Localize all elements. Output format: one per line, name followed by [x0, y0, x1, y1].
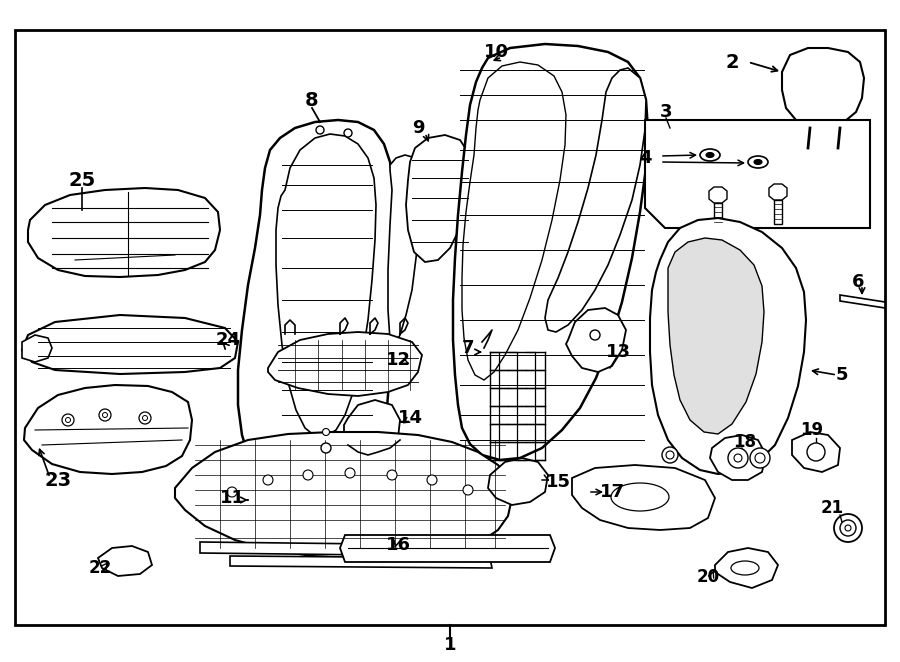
Circle shape	[750, 448, 770, 468]
Circle shape	[427, 475, 437, 485]
Polygon shape	[769, 184, 787, 200]
Text: 20: 20	[697, 568, 720, 586]
Circle shape	[66, 418, 70, 422]
Text: 7: 7	[462, 339, 474, 357]
Circle shape	[728, 448, 748, 468]
Text: 5: 5	[836, 366, 848, 384]
Text: 16: 16	[385, 536, 410, 554]
Polygon shape	[28, 188, 220, 277]
Polygon shape	[714, 203, 722, 227]
Polygon shape	[715, 548, 778, 588]
Polygon shape	[344, 400, 400, 455]
Polygon shape	[175, 432, 512, 558]
Text: 18: 18	[734, 433, 757, 451]
Circle shape	[662, 447, 678, 463]
Polygon shape	[22, 335, 52, 362]
Circle shape	[807, 443, 825, 461]
Text: 6: 6	[851, 273, 864, 291]
Polygon shape	[24, 385, 192, 474]
Polygon shape	[238, 120, 396, 470]
Circle shape	[387, 470, 397, 480]
Polygon shape	[268, 332, 422, 396]
Polygon shape	[545, 68, 646, 332]
Circle shape	[316, 126, 324, 134]
Ellipse shape	[706, 152, 714, 158]
Circle shape	[103, 412, 107, 418]
Polygon shape	[22, 315, 238, 374]
Circle shape	[840, 520, 856, 536]
Circle shape	[303, 470, 313, 480]
Text: 12: 12	[385, 351, 410, 369]
Circle shape	[263, 475, 273, 485]
Polygon shape	[488, 458, 548, 505]
Circle shape	[345, 468, 355, 478]
Text: 13: 13	[606, 343, 631, 361]
Polygon shape	[572, 465, 715, 530]
Text: 1: 1	[444, 636, 456, 654]
Circle shape	[344, 129, 352, 137]
Ellipse shape	[700, 149, 720, 161]
Polygon shape	[774, 200, 782, 224]
Polygon shape	[200, 542, 462, 556]
Ellipse shape	[754, 160, 762, 164]
Circle shape	[666, 451, 674, 459]
Text: 8: 8	[305, 91, 319, 109]
Polygon shape	[340, 535, 555, 562]
Polygon shape	[650, 218, 806, 474]
Polygon shape	[388, 155, 422, 345]
Text: 15: 15	[545, 473, 571, 491]
Text: 14: 14	[398, 409, 422, 427]
Text: 4: 4	[639, 149, 652, 167]
Circle shape	[62, 414, 74, 426]
Polygon shape	[276, 134, 376, 436]
Text: 25: 25	[68, 171, 95, 189]
Text: 2: 2	[725, 52, 739, 71]
Polygon shape	[453, 44, 648, 460]
Ellipse shape	[611, 483, 669, 511]
Polygon shape	[462, 62, 566, 380]
Polygon shape	[230, 556, 492, 568]
Text: 21: 21	[821, 499, 843, 517]
Text: 17: 17	[599, 483, 625, 501]
Text: 24: 24	[215, 331, 240, 349]
Circle shape	[755, 453, 765, 463]
Circle shape	[590, 330, 600, 340]
Text: 11: 11	[220, 489, 245, 507]
Circle shape	[322, 428, 329, 436]
Text: 10: 10	[483, 43, 508, 61]
Text: 9: 9	[412, 119, 424, 137]
Ellipse shape	[731, 561, 759, 575]
Polygon shape	[98, 546, 152, 576]
Circle shape	[463, 485, 473, 495]
Polygon shape	[668, 238, 764, 434]
Polygon shape	[782, 48, 864, 128]
Polygon shape	[645, 120, 870, 228]
Polygon shape	[792, 432, 840, 472]
Polygon shape	[710, 435, 766, 480]
Text: 19: 19	[800, 421, 824, 439]
Text: 3: 3	[660, 103, 672, 121]
Polygon shape	[840, 295, 885, 308]
Polygon shape	[248, 436, 376, 470]
Circle shape	[845, 525, 851, 531]
Circle shape	[227, 487, 237, 497]
Polygon shape	[709, 187, 727, 203]
Circle shape	[99, 409, 111, 421]
Circle shape	[321, 443, 331, 453]
Polygon shape	[566, 308, 626, 372]
Circle shape	[142, 416, 148, 420]
Text: 23: 23	[44, 471, 72, 489]
Circle shape	[834, 514, 862, 542]
Circle shape	[139, 412, 151, 424]
Polygon shape	[406, 135, 472, 262]
Text: 22: 22	[88, 559, 112, 577]
Ellipse shape	[748, 156, 768, 168]
Circle shape	[734, 454, 742, 462]
